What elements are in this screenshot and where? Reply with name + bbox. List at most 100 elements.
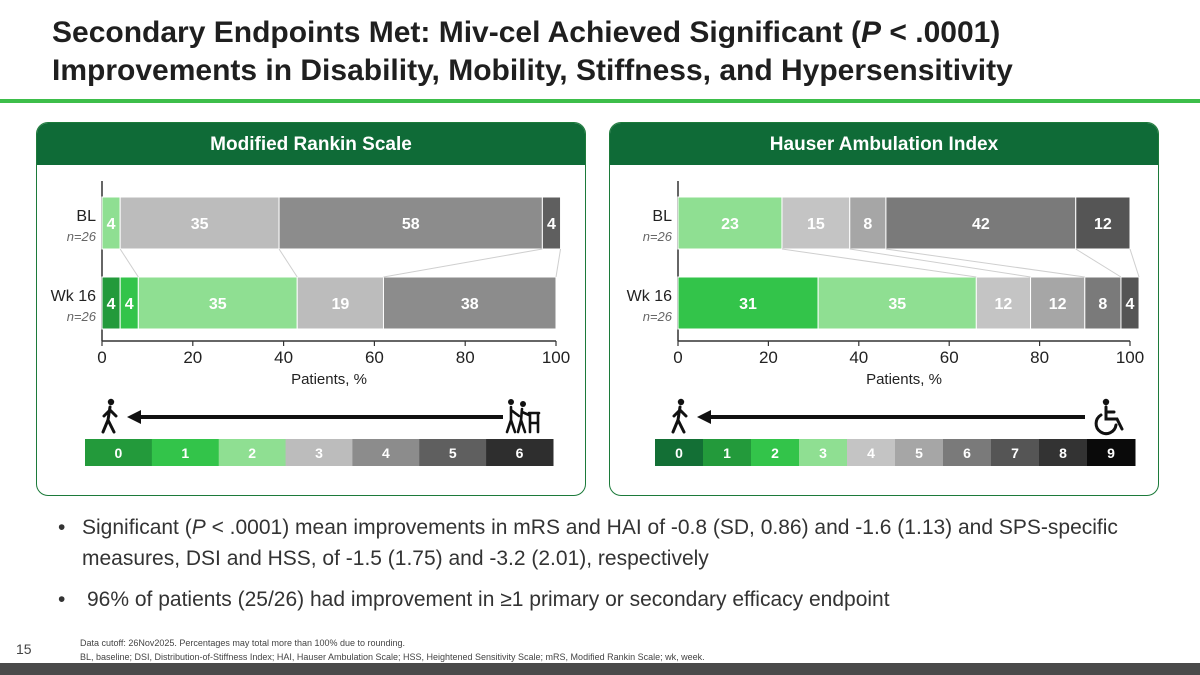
x-tick-label: 60 <box>365 348 384 367</box>
footnote-abbreviations: BL, baseline; DSI, Distribution-of-Stiff… <box>80 652 705 662</box>
walking-person-icon <box>101 398 118 434</box>
bar-value-label: 35 <box>191 216 209 233</box>
bar-value-label: 58 <box>402 216 420 233</box>
bar-segment <box>119 196 280 250</box>
legend-label: 3 <box>819 445 827 461</box>
legend-swatch <box>847 439 896 466</box>
walking-person-icon <box>671 398 688 434</box>
x-tick-label: 80 <box>456 348 475 367</box>
connector-line <box>1129 248 1140 278</box>
bar-value-label: 4 <box>1126 296 1135 313</box>
icon-body-1 <box>505 405 521 434</box>
improvement-arrow-head <box>697 410 711 424</box>
row-label: Wk 16 <box>627 288 672 305</box>
legend-label: 2 <box>771 445 779 461</box>
bar-segment <box>677 196 783 250</box>
bar-segment <box>817 276 977 330</box>
bullet-list: • Significant (P < .0001) mean improveme… <box>58 512 1158 625</box>
legend-swatch <box>352 439 420 466</box>
bar-segment <box>1120 276 1140 330</box>
legend-label: 7 <box>1011 445 1019 461</box>
icon-head <box>677 398 685 406</box>
bar-value-label: 12 <box>995 296 1013 313</box>
x-tick-label: 0 <box>97 348 106 367</box>
legend-label: 3 <box>315 445 323 461</box>
legend-swatch <box>991 439 1040 466</box>
legend-swatch <box>486 439 554 466</box>
icon-body <box>101 405 118 434</box>
x-tick-label: 100 <box>1116 348 1144 367</box>
bar-value-label: 4 <box>107 216 116 233</box>
legend-swatch <box>703 439 752 466</box>
bullet-dot: • <box>58 588 66 611</box>
bar-segment <box>137 276 298 330</box>
bar-segment <box>541 196 562 250</box>
icon-body <box>671 405 688 434</box>
bar-segment <box>677 276 819 330</box>
connector-line <box>1075 248 1122 278</box>
legend-label: 4 <box>867 445 875 461</box>
x-tick-label: 60 <box>940 348 959 367</box>
bar-segment <box>278 196 543 250</box>
legend-label: 6 <box>963 445 971 461</box>
bar-value-label: 15 <box>807 216 825 233</box>
row-label: BL <box>76 208 96 225</box>
legend-swatch <box>419 439 487 466</box>
row-n-label: n=26 <box>67 309 97 324</box>
wheelchair-icon <box>1094 398 1124 436</box>
footnote-cutoff: Data cutoff: 26Nov2025. Percentages may … <box>80 638 406 648</box>
bar-value-label: 4 <box>107 296 116 313</box>
legend-swatch <box>751 439 800 466</box>
legend-swatch <box>799 439 848 466</box>
x-tick-label: 40 <box>849 348 868 367</box>
bar-value-label: 12 <box>1049 296 1067 313</box>
x-tick-label: 40 <box>274 348 293 367</box>
icon-head <box>107 398 115 406</box>
bullet-dot: • <box>58 516 66 539</box>
mrs-chart-title: Modified Rankin Scale <box>37 123 585 165</box>
bullet-item: • 96% of patients (25/26) had improvemen… <box>58 584 1158 615</box>
bar-value-label: 4 <box>547 216 556 233</box>
bar-value-label: 8 <box>1098 296 1107 313</box>
title-line2: Improvements in Disability, Mobility, St… <box>52 54 1013 87</box>
row-n-label: n=26 <box>67 229 97 244</box>
legend-swatch <box>218 439 287 466</box>
row-label: Wk 16 <box>51 288 96 305</box>
hai-chart-title: Hauser Ambulation Index <box>610 123 1158 165</box>
connector-line <box>278 248 298 278</box>
bar-value-label: 42 <box>972 216 990 233</box>
legend-swatch <box>1039 439 1088 466</box>
bar-value-label: 31 <box>739 296 757 313</box>
hai-chart-panel: Hauser Ambulation Index 0 20 40 60 80 100 Pati… <box>609 122 1159 496</box>
x-axis-label: Patients, % <box>866 371 942 388</box>
bar-value-label: 19 <box>331 296 349 313</box>
legend-swatch <box>655 439 704 466</box>
icon-head <box>1102 398 1110 406</box>
icon-body-2 <box>516 407 531 434</box>
connector-line <box>555 248 562 278</box>
legend-label: 1 <box>723 445 731 461</box>
legend-label: 5 <box>449 445 457 461</box>
x-tick-label: 20 <box>183 348 202 367</box>
bar-segment <box>382 276 557 330</box>
legend-label: 2 <box>248 445 256 461</box>
title-divider <box>0 99 1200 103</box>
page-number: 15 <box>16 641 32 657</box>
bar-value-label: 35 <box>888 296 906 313</box>
connector-line <box>849 248 1031 278</box>
icon-head-1 <box>508 399 514 405</box>
connector-line <box>781 248 977 278</box>
bar-segment <box>975 276 1032 330</box>
legend-swatch <box>285 439 353 466</box>
bar-segment <box>781 196 851 250</box>
bullet1-b: < .0001) mean improvements in mRS and HA… <box>82 516 1118 570</box>
bar-segment <box>1030 276 1086 330</box>
legend-swatch <box>1087 439 1136 466</box>
bar-value-label: 38 <box>461 296 479 313</box>
bar-value-label: 12 <box>1094 216 1112 233</box>
title-p: P <box>861 16 882 49</box>
row-n-label: n=26 <box>643 229 673 244</box>
legend-swatch <box>151 439 220 466</box>
bar-segment <box>849 196 887 250</box>
x-tick-label: 100 <box>542 348 570 367</box>
